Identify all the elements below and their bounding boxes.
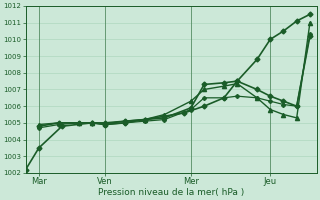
X-axis label: Pression niveau de la mer( hPa ): Pression niveau de la mer( hPa ) xyxy=(98,188,244,197)
